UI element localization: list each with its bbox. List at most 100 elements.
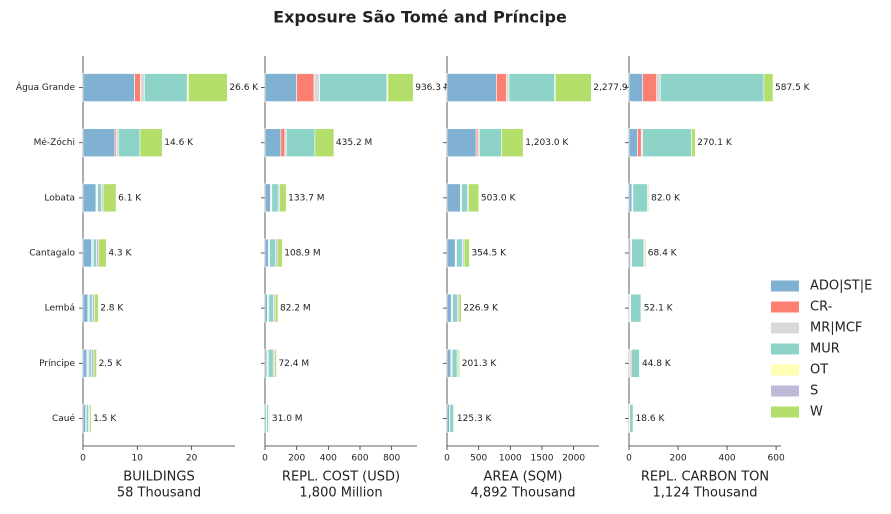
bar-segment	[83, 184, 96, 212]
y-tick-label: Lembá	[45, 304, 75, 314]
bar-segment	[447, 349, 451, 377]
x-tick-label: 2000	[562, 454, 585, 464]
y-tick-label: Cantagalo	[29, 249, 75, 259]
bar-segment	[83, 74, 135, 102]
bar-segment	[447, 294, 451, 322]
bar-segment	[645, 239, 646, 267]
total-label: 2.5 K	[99, 359, 123, 369]
legend-swatch	[771, 344, 799, 355]
x-tick-label: 0	[80, 454, 86, 464]
total-label: 2.8 K	[100, 304, 124, 314]
total-label: 82.2 M	[280, 304, 311, 314]
bar-segment	[269, 294, 274, 322]
x-axis-sublabel: 1,124 Thousand	[653, 486, 758, 501]
x-tick-label: 400	[320, 454, 337, 464]
bar-segment	[447, 239, 455, 267]
x-tick-label: 800	[383, 454, 400, 464]
legend-swatch	[771, 323, 799, 334]
bar-segment	[86, 404, 88, 432]
legend-swatch	[771, 281, 799, 292]
legend-label: ADO|ST|E	[810, 279, 872, 294]
bar-segment	[97, 239, 99, 267]
total-label: 435.2 M	[336, 138, 372, 148]
total-label: 936.3 M	[415, 83, 451, 93]
bar-segment	[447, 184, 460, 212]
bar-segment	[462, 184, 468, 212]
total-label: 6.1 K	[118, 193, 142, 203]
y-tick-label: Lobata	[44, 193, 75, 203]
bar-segment	[632, 239, 644, 267]
bar-segment	[454, 404, 455, 432]
bar-segment	[453, 294, 458, 322]
x-tick-label: 400	[718, 454, 735, 464]
bar-segment	[83, 294, 88, 322]
bar-segment	[633, 184, 648, 212]
legend-swatch	[771, 407, 799, 418]
bar-segment	[98, 184, 102, 212]
x-tick-label: 20	[186, 454, 198, 464]
bar-segment	[265, 74, 297, 102]
bar-segment	[629, 74, 643, 102]
bar-segment	[315, 129, 334, 157]
bar-segment	[555, 74, 591, 102]
total-label: 503.0 K	[481, 193, 517, 203]
total-label: 1,203.0 K	[525, 138, 569, 148]
bar-segment	[501, 129, 523, 157]
total-label: 1.5 K	[93, 414, 117, 424]
bar-segment	[83, 404, 86, 432]
x-axis-sublabel: 4,892 Thousand	[471, 486, 576, 501]
x-tick-label: 1500	[531, 454, 554, 464]
legend-label: MUR	[810, 342, 840, 357]
x-tick-label: 0	[444, 454, 450, 464]
x-tick-label: 0	[626, 454, 632, 464]
bar-segment	[144, 74, 187, 102]
bar-segment	[286, 129, 315, 157]
bar-segment	[631, 349, 639, 377]
y-tick-label: Príncipe	[39, 359, 75, 369]
total-label: 125.3 K	[457, 414, 493, 424]
bar-segment	[94, 349, 97, 377]
total-label: 82.0 K	[651, 193, 681, 203]
total-label: 270.1 K	[697, 138, 733, 148]
bar-segment	[272, 184, 278, 212]
bar-segment	[268, 349, 273, 377]
bar-segment	[265, 294, 267, 322]
bar-segment	[764, 74, 773, 102]
bar-segment	[277, 239, 282, 267]
bar-segment	[648, 184, 649, 212]
total-label: 18.6 K	[636, 414, 666, 424]
bar-segment	[141, 74, 145, 102]
x-tick-label: 500	[470, 454, 487, 464]
legend-swatch	[771, 365, 799, 376]
bar-segment	[314, 74, 320, 102]
total-label: 14.6 K	[164, 138, 194, 148]
bar-segment	[447, 74, 496, 102]
total-label: 108.9 M	[284, 249, 320, 259]
bar-segment	[638, 129, 642, 157]
legend-label: OT	[810, 363, 828, 378]
bar-segment	[660, 74, 763, 102]
bar-segment	[452, 349, 457, 377]
bar-segment	[629, 184, 632, 212]
bar-segment	[265, 239, 268, 267]
bar-segment	[135, 74, 141, 102]
bar-segment	[509, 74, 555, 102]
legend-label: S	[810, 384, 818, 399]
legend-swatch	[771, 386, 799, 397]
x-tick-label: 600	[351, 454, 368, 464]
legend-label: W	[810, 405, 823, 420]
bar-segment	[265, 184, 271, 212]
bar-segment	[657, 74, 661, 102]
total-label: 44.8 K	[642, 359, 672, 369]
bar-segment	[140, 129, 162, 157]
total-label: 226.9 K	[463, 304, 499, 314]
bar-segment	[320, 74, 387, 102]
total-label: 26.6 K	[229, 83, 259, 93]
x-axis-label: BUILDINGS	[123, 470, 194, 485]
x-tick-label: 1000	[499, 454, 522, 464]
bar-segment	[83, 129, 115, 157]
bar-segment	[281, 129, 285, 157]
x-tick-label: 200	[669, 454, 686, 464]
bar-segment	[280, 184, 286, 212]
